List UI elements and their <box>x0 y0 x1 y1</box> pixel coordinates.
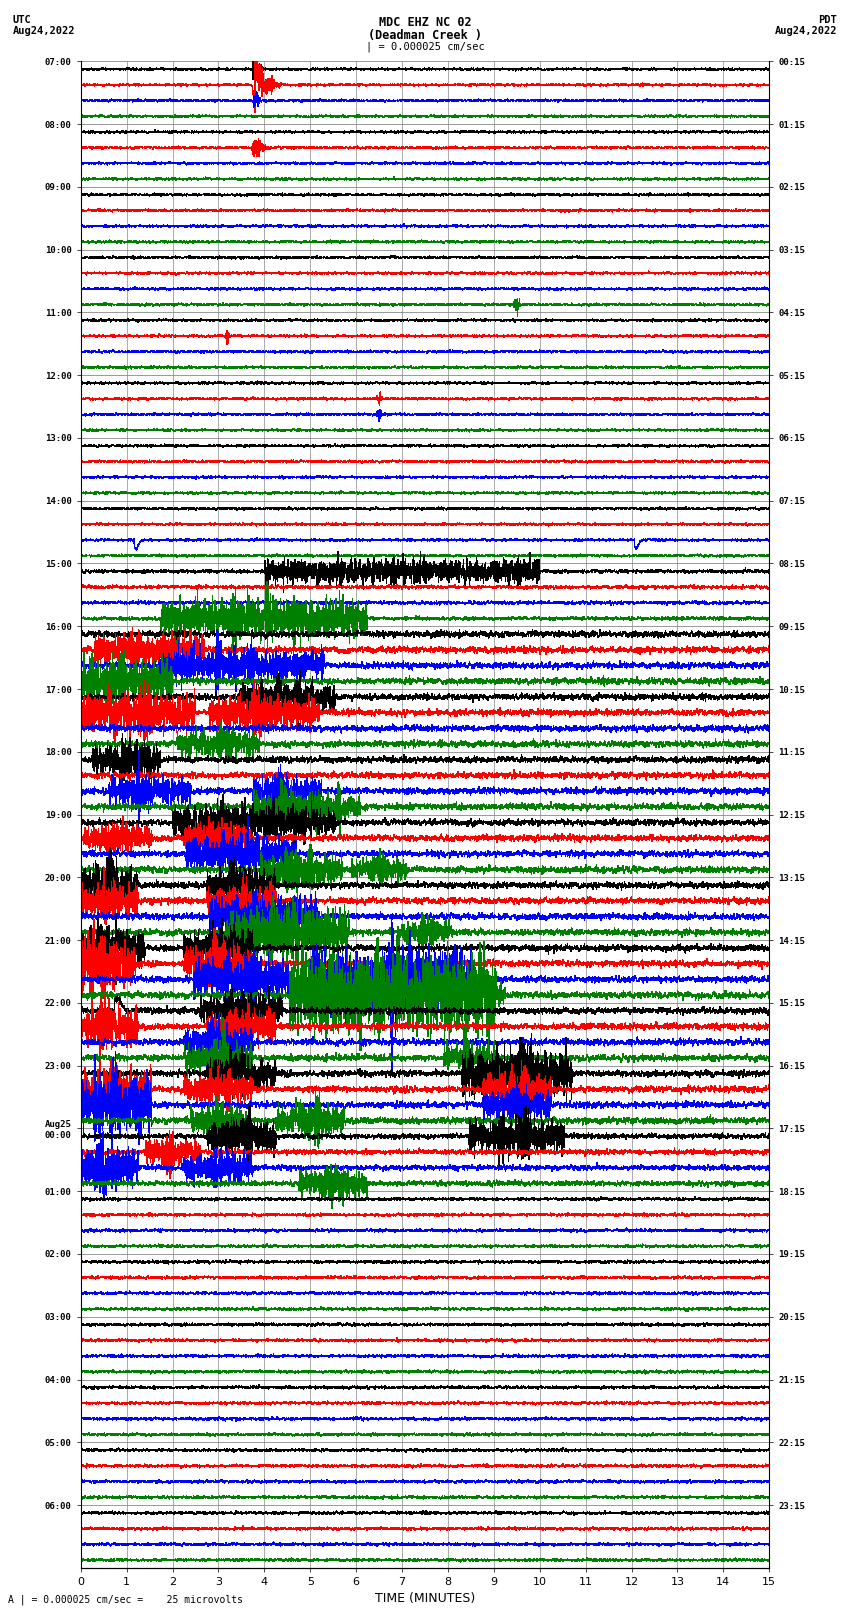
Text: Aug24,2022: Aug24,2022 <box>13 26 76 35</box>
Text: UTC: UTC <box>13 15 31 24</box>
Text: (Deadman Creek ): (Deadman Creek ) <box>368 29 482 42</box>
Text: Aug24,2022: Aug24,2022 <box>774 26 837 35</box>
Text: A | = 0.000025 cm/sec =    25 microvolts: A | = 0.000025 cm/sec = 25 microvolts <box>8 1594 243 1605</box>
Text: PDT: PDT <box>819 15 837 24</box>
X-axis label: TIME (MINUTES): TIME (MINUTES) <box>375 1592 475 1605</box>
Text: MDC EHZ NC 02: MDC EHZ NC 02 <box>379 16 471 29</box>
Text: | = 0.000025 cm/sec: | = 0.000025 cm/sec <box>366 42 484 53</box>
